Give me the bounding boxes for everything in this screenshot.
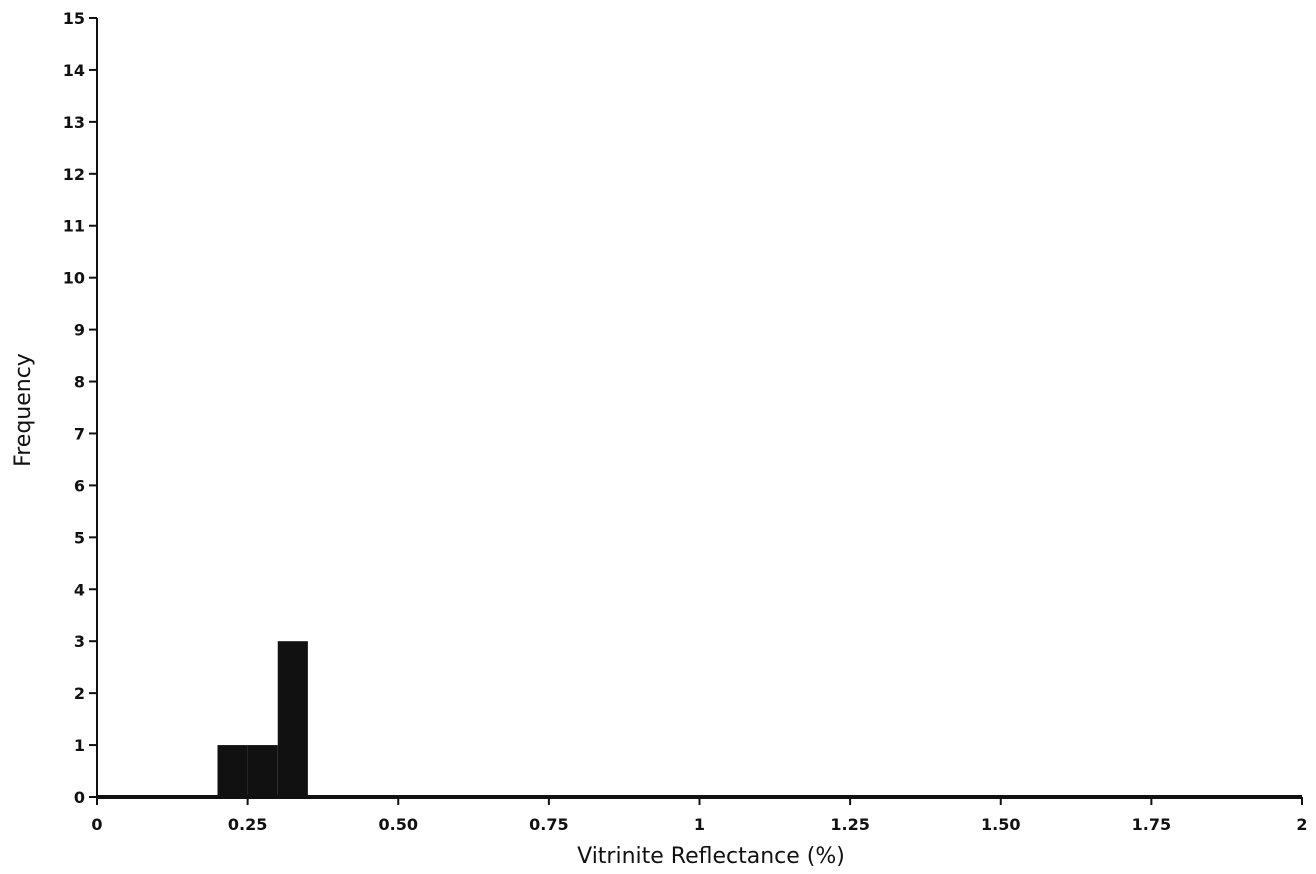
y-tick-label: 10 bbox=[63, 269, 85, 288]
x-tick-label: 0.25 bbox=[228, 815, 267, 834]
histogram-bar bbox=[217, 745, 248, 797]
histogram-bar bbox=[277, 641, 308, 797]
y-tick-label: 0 bbox=[74, 788, 85, 807]
y-tick-label: 3 bbox=[74, 632, 85, 651]
y-tick-label: 1 bbox=[74, 736, 85, 755]
y-axis-title: Frequency bbox=[11, 353, 36, 467]
x-tick-label: 1.25 bbox=[830, 815, 869, 834]
x-tick-label: 0.75 bbox=[529, 815, 568, 834]
y-tick-label: 12 bbox=[63, 165, 85, 184]
y-tick-label: 11 bbox=[63, 217, 85, 236]
y-tick-label: 9 bbox=[74, 321, 85, 340]
y-tick-label: 4 bbox=[74, 580, 85, 599]
x-axis: 0 0.25 0.50 0.75 1 1.25 1.50 1.75 2 bbox=[91, 795, 1308, 834]
y-tick-label: 13 bbox=[63, 113, 85, 132]
y-tick-label: 14 bbox=[63, 61, 85, 80]
x-tick-label: 1 bbox=[694, 815, 705, 834]
y-tick-label: 5 bbox=[74, 528, 85, 547]
x-tick-label: 2 bbox=[1296, 815, 1307, 834]
bars bbox=[217, 641, 308, 797]
x-tick-label: 1.50 bbox=[981, 815, 1020, 834]
x-tick-label: 1.75 bbox=[1132, 815, 1171, 834]
x-axis-title: Vitrinite Reflectance (%) bbox=[577, 844, 845, 869]
y-tick-label: 2 bbox=[74, 684, 85, 703]
histogram-bar bbox=[247, 745, 278, 797]
x-tick-label: 0 bbox=[91, 815, 102, 834]
x-tick-label: 0.50 bbox=[379, 815, 418, 834]
y-tick-label: 7 bbox=[74, 424, 85, 443]
y-tick-label: 8 bbox=[74, 373, 85, 392]
y-tick-label: 6 bbox=[74, 476, 85, 495]
y-tick-label: 15 bbox=[63, 9, 85, 28]
